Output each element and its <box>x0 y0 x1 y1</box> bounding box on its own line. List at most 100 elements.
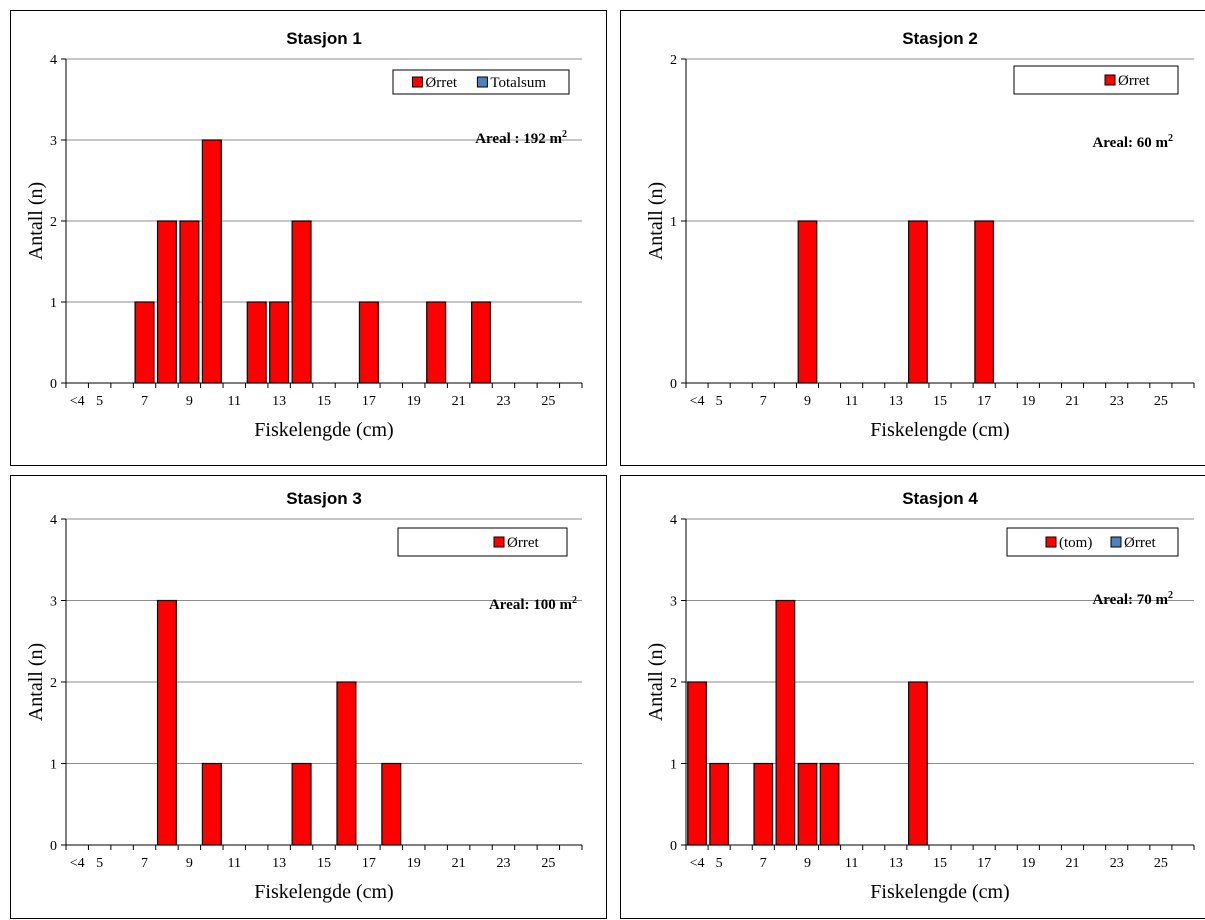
x-tick-label: 11 <box>228 856 241 871</box>
x-tick-label: 13 <box>272 394 286 409</box>
x-tick-label: 17 <box>977 856 991 871</box>
y-tick-label: 2 <box>50 676 57 691</box>
x-tick-label: 25 <box>541 856 555 871</box>
x-tick-label: 19 <box>407 856 421 871</box>
x-tick-label: 25 <box>1154 394 1168 409</box>
bar <box>381 762 402 846</box>
x-tick-label: 15 <box>317 856 331 871</box>
bar <box>471 301 492 384</box>
bar <box>201 139 222 384</box>
y-tick-label: 0 <box>50 377 57 392</box>
x-tick-label: 13 <box>889 856 903 871</box>
x-tick-label: 13 <box>272 856 286 871</box>
y-axis-title: Antall (n) <box>25 643 47 721</box>
x-tick-label: 19 <box>407 394 421 409</box>
chart-panel-stasjon-2: Stasjon 2 0 1 2 <4 5 7 9 11 13 15 17 19 21 23 25 Fiskele… <box>620 10 1205 466</box>
y-tick-label: 0 <box>670 377 677 392</box>
legend-swatch <box>493 536 505 548</box>
x-tick-label: 21 <box>452 856 466 871</box>
bar <box>426 301 447 384</box>
area-annotation-text: Areal : 192 m <box>475 131 562 147</box>
legend: (tom) Ørret <box>1006 527 1179 557</box>
legend-box <box>1006 527 1179 557</box>
bar <box>246 301 267 384</box>
x-axis-title: Fiskelengde (cm) <box>870 419 1009 441</box>
legend-box <box>1013 65 1179 95</box>
area-annotation-sup: 2 <box>1168 590 1173 601</box>
bar <box>709 762 730 846</box>
x-tick-label: 19 <box>1021 856 1035 871</box>
area-annotation: Areal: 60 m2 <box>1092 133 1173 151</box>
chart-title: Stasjon 4 <box>902 489 978 508</box>
area-annotation: Areal : 192 m2 <box>475 129 567 147</box>
y-tick-label: 3 <box>670 595 677 610</box>
legend-label: Ørret <box>1124 535 1156 551</box>
x-tick-label: 9 <box>804 856 811 871</box>
area-annotation-text: Areal: 100 m <box>489 597 573 613</box>
y-tick-label: 1 <box>670 215 677 230</box>
y-tick-label: 2 <box>670 676 677 691</box>
y-tick-label: 4 <box>50 53 57 68</box>
x-tick-label: 9 <box>804 394 811 409</box>
x-tick-label: 17 <box>977 394 991 409</box>
bar <box>336 681 357 846</box>
chart-svg: Stasjon 2 0 1 2 <4 5 7 9 11 13 15 17 19 21 23 25 Fiskele… <box>645 29 1195 441</box>
legend-label: Ørret <box>507 535 539 551</box>
y-tick-label: 3 <box>50 134 57 149</box>
y-axis-title: Antall (n) <box>645 182 667 260</box>
x-tick-label: 21 <box>452 394 466 409</box>
y-tick-label: 1 <box>670 758 677 773</box>
chart-title: Stasjon 2 <box>902 29 978 48</box>
x-tick-label: 21 <box>1066 394 1080 409</box>
chart-title: Stasjon 1 <box>286 29 362 48</box>
x-tick-label: <4 <box>70 856 85 871</box>
x-tick-label: 5 <box>716 856 723 871</box>
x-tick-label: 5 <box>96 856 103 871</box>
y-tick-label: 1 <box>50 296 57 311</box>
x-tick-label: 5 <box>716 394 723 409</box>
bar <box>156 599 177 846</box>
bar <box>797 220 818 384</box>
bar <box>156 220 177 384</box>
chart-panel-stasjon-1: Stasjon 1 0 1 2 3 4 <4 5 7 9 11 13 15 17 19 21 23 25 Fiske… <box>10 10 607 466</box>
area-annotation-text: Areal: 60 m <box>1092 135 1168 151</box>
chart-title: Stasjon 3 <box>286 489 362 508</box>
x-tick-label: 15 <box>933 856 947 871</box>
bar <box>358 301 379 384</box>
x-tick-label: 21 <box>1066 856 1080 871</box>
y-tick-label: 0 <box>50 839 57 854</box>
x-tick-label: 11 <box>228 394 241 409</box>
x-tick-label: 15 <box>933 394 947 409</box>
bar <box>291 220 312 384</box>
x-tick-label: 25 <box>541 394 555 409</box>
bar <box>687 681 707 846</box>
x-tick-label: 7 <box>141 856 148 871</box>
chart-panel-stasjon-3: Stasjon 3 0 1 2 3 4 <4 5 7 9 11 13 15 17 19 21 23 25 Fiske… <box>10 475 607 919</box>
bar <box>753 762 774 846</box>
area-annotation-sup: 2 <box>562 129 567 140</box>
legend-swatch <box>411 76 423 88</box>
bar <box>775 599 796 846</box>
bar <box>291 762 312 846</box>
y-tick-label: 1 <box>50 758 57 773</box>
x-tick-label: 25 <box>1154 856 1168 871</box>
y-axis-title: Antall (n) <box>645 643 667 721</box>
x-tick-label: 11 <box>845 394 858 409</box>
x-tick-label: 13 <box>889 394 903 409</box>
legend-swatch <box>1110 536 1122 548</box>
legend-swatch <box>1045 536 1057 548</box>
legend-label: Ørret <box>1118 73 1150 89</box>
x-tick-label: 7 <box>760 856 767 871</box>
x-tick-label: 9 <box>186 856 193 871</box>
x-tick-label: 19 <box>1021 394 1035 409</box>
y-tick-label: 4 <box>50 513 57 528</box>
y-tick-label: 2 <box>50 215 57 230</box>
area-annotation-sup: 2 <box>572 595 577 606</box>
legend: Ørret Totalsum <box>392 69 570 95</box>
x-tick-label: <4 <box>690 856 705 871</box>
area-annotation-text: Areal: 70 m <box>1092 592 1168 608</box>
bar <box>201 762 222 846</box>
y-tick-label: 2 <box>670 53 677 68</box>
y-axis-title: Antall (n) <box>25 182 47 260</box>
